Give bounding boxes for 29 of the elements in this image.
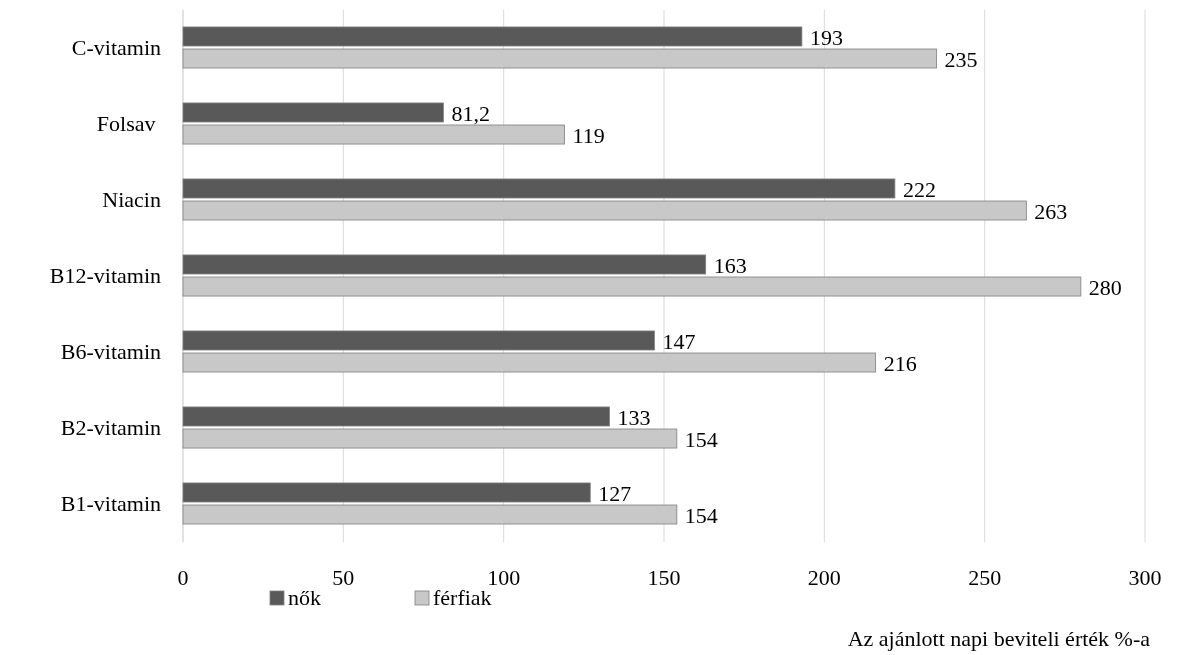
data-label: 280: [1088, 275, 1122, 301]
y-tick-label: Niacin: [102, 187, 161, 212]
x-tick-label: 250: [968, 565, 1002, 590]
data-label: 127: [598, 480, 632, 506]
data-label: 235: [944, 47, 978, 73]
data-label: 193: [809, 24, 843, 50]
data-label: 222: [902, 176, 936, 202]
data-label: 263: [1034, 199, 1068, 225]
x-tick-label: 0: [177, 565, 189, 590]
y-tick-label: B6-vitamin: [60, 339, 161, 364]
x-tick-label: 50: [332, 565, 355, 590]
data-label: 154: [684, 427, 718, 453]
data-label: 81,2: [451, 100, 490, 126]
x-tick-label: 150: [647, 565, 681, 590]
data-label: 119: [572, 123, 605, 149]
data-label: 133: [617, 404, 651, 430]
data-label: 216: [883, 351, 917, 377]
data-label: 147: [662, 328, 696, 354]
x-axis-title: Az ajánlott napi beviteli érték %-a: [847, 626, 1151, 651]
x-tick-label: 300: [1128, 565, 1162, 590]
y-tick-label: Folsav: [96, 111, 161, 136]
data-label: 154: [684, 503, 718, 529]
y-tick-label: B1-vitamin: [60, 491, 161, 516]
y-tick-label: B12-vitamin: [49, 263, 161, 288]
legend-label: nők: [288, 585, 321, 610]
y-tick-label: C-vitamin: [71, 35, 161, 60]
data-label: 163: [713, 252, 747, 278]
y-tick-label: B2-vitamin: [60, 415, 161, 440]
x-tick-label: 200: [807, 565, 841, 590]
